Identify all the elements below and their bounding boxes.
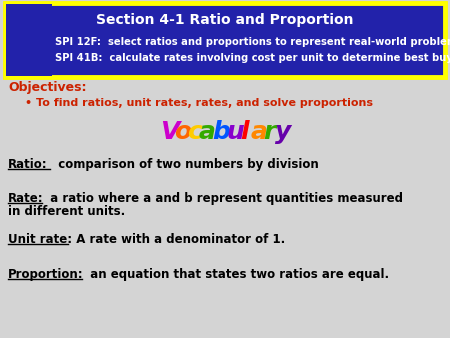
Text: Proportion:: Proportion: [8,268,84,281]
Text: Rate:: Rate: [8,192,44,205]
Text: an equation that states two ratios are equal.: an equation that states two ratios are e… [82,268,389,281]
Text: o: o [174,120,191,144]
Text: Section 4-1 Ratio and Proportion: Section 4-1 Ratio and Proportion [96,13,354,27]
Text: • To find ratios, unit rates, rates, and solve proportions: • To find ratios, unit rates, rates, and… [25,98,373,108]
Text: comparison of two numbers by division: comparison of two numbers by division [50,158,319,171]
Text: u: u [226,120,244,144]
Text: A rate with a denominator of 1.: A rate with a denominator of 1. [68,233,285,246]
Text: b: b [212,120,230,144]
FancyBboxPatch shape [5,3,445,77]
Text: c: c [187,120,202,144]
Text: V: V [160,120,180,144]
Text: a ratio where a and b represent quantities measured: a ratio where a and b represent quantiti… [42,192,403,205]
Text: SPI 41B:  calculate rates involving cost per unit to determine best buy: SPI 41B: calculate rates involving cost … [55,53,450,63]
Text: Objectives:: Objectives: [8,81,86,95]
FancyBboxPatch shape [6,4,52,76]
Text: Unit rate:: Unit rate: [8,233,72,246]
Text: a: a [251,120,268,144]
Text: SPI 12F:  select ratios and proportions to represent real-world problems: SPI 12F: select ratios and proportions t… [55,37,450,47]
Text: Ratio:: Ratio: [8,158,48,171]
Text: y: y [275,120,291,144]
Text: in different units.: in different units. [8,205,125,218]
Text: a: a [199,120,216,144]
Text: l: l [240,120,248,144]
Text: r: r [263,120,275,144]
